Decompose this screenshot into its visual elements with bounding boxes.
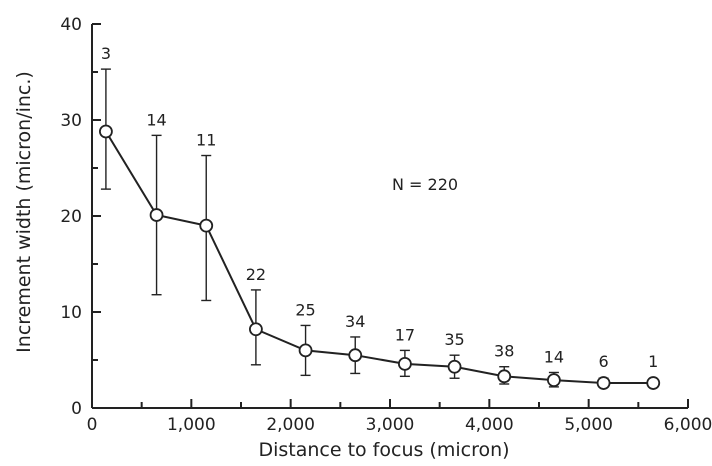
sample-count-label: 14 bbox=[146, 110, 166, 129]
y-tick-label: 30 bbox=[60, 111, 82, 131]
y-tick-label: 40 bbox=[60, 15, 82, 35]
sample-count-label: 6 bbox=[598, 352, 608, 371]
sample-count-label: 34 bbox=[345, 312, 365, 331]
data-point bbox=[199, 218, 214, 233]
sample-size-annotation: N = 220 bbox=[392, 175, 458, 194]
axes: 0 1,000 2,000 3,000 4,000 5,000 6,000 0 10 20 30 40 bbox=[60, 15, 712, 435]
sample-count-label: 38 bbox=[494, 342, 514, 361]
y-tick-label: 20 bbox=[60, 207, 82, 227]
y-axis-title: Increment width (micron/inc.) bbox=[13, 71, 35, 353]
x-tick-label: 6,000 bbox=[664, 415, 712, 435]
data-point bbox=[348, 348, 363, 363]
data-point bbox=[547, 373, 561, 388]
y-tick-label: 10 bbox=[60, 303, 82, 323]
x-tick-label: 3,000 bbox=[366, 415, 415, 435]
sample-count-label: 17 bbox=[395, 325, 415, 344]
data-point bbox=[646, 376, 661, 390]
x-tick-label: 5,000 bbox=[564, 415, 613, 435]
data-point bbox=[149, 208, 164, 222]
sample-count-label: 25 bbox=[295, 300, 315, 319]
y-tick-label: 0 bbox=[71, 399, 82, 419]
sample-count-label: 1 bbox=[648, 352, 658, 371]
x-tick-label: 0 bbox=[87, 415, 98, 435]
x-tick-label: 1,000 bbox=[167, 415, 216, 435]
data-point bbox=[596, 376, 611, 390]
sample-count-label: 35 bbox=[444, 330, 464, 349]
x-axis-title: Distance to focus (micron) bbox=[258, 439, 509, 461]
sample-count-label: 14 bbox=[544, 347, 564, 366]
x-tick-label: 4,000 bbox=[465, 415, 514, 435]
series-line bbox=[105, 131, 654, 385]
sample-count-label: 3 bbox=[101, 44, 111, 63]
data-point bbox=[397, 356, 412, 371]
data-point bbox=[99, 124, 113, 139]
data-point bbox=[447, 359, 462, 374]
data-point bbox=[248, 322, 263, 337]
x-tick-label: 2,000 bbox=[266, 415, 315, 435]
data-series: 3 14 11 22 25 34 17 35 38 14 6 1 bbox=[99, 44, 661, 390]
data-point bbox=[298, 343, 313, 358]
sample-count-label: 11 bbox=[196, 131, 216, 150]
sample-count-label: 22 bbox=[246, 265, 266, 284]
data-point bbox=[497, 369, 512, 384]
